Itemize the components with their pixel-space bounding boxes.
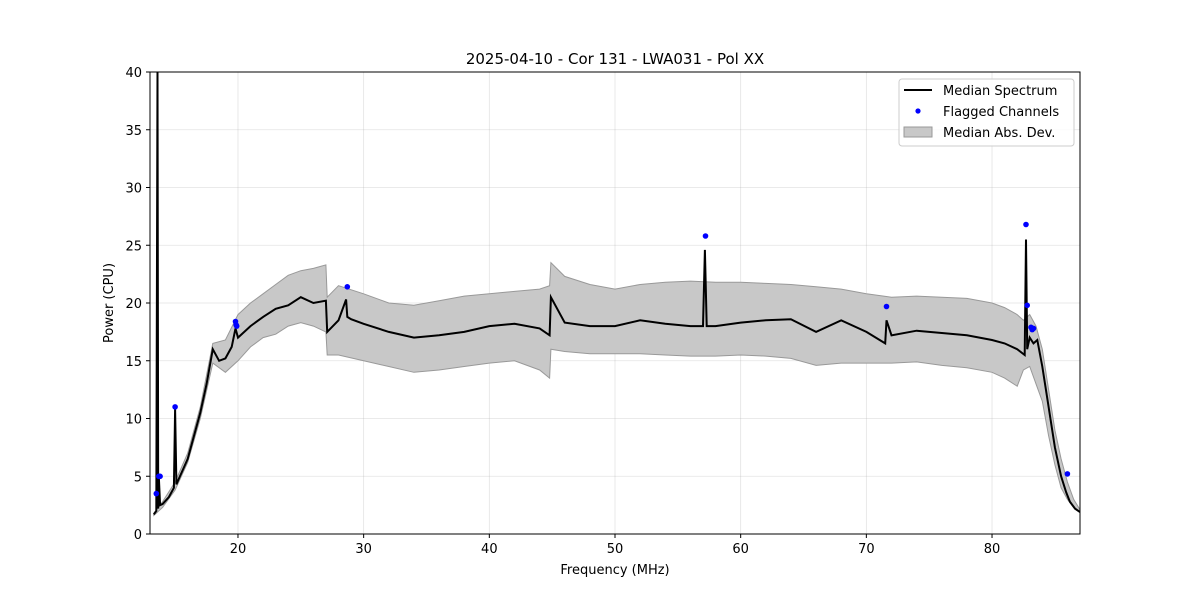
x-tick-label: 30 (355, 542, 372, 557)
y-tick-label: 30 (125, 182, 142, 197)
y-tick-label: 5 (134, 470, 142, 485)
legend-swatch-flagged (915, 108, 921, 114)
y-tick-label: 20 (125, 297, 142, 312)
legend: Median Spectrum Flagged Channels Median … (898, 78, 1075, 147)
flagged-channel-point (883, 303, 890, 310)
legend-label-mad: Median Abs. Dev. (943, 126, 1055, 141)
flagged-channel-point (233, 323, 240, 329)
y-tick-label: 15 (125, 355, 142, 370)
flagged-channel-point (153, 490, 160, 497)
legend-frame (898, 78, 1075, 147)
legend-swatch-mad (903, 126, 933, 138)
x-tick-label: 60 (732, 542, 749, 557)
x-tick-label: 80 (984, 542, 1001, 557)
x-axis: 20 30 40 50 60 70 80 (230, 534, 1001, 557)
y-tick-label: 0 (134, 528, 142, 543)
legend-label-median: Median Spectrum (943, 84, 1057, 99)
y-axis-label: Power (CPU) (102, 263, 117, 343)
flagged-channel-point (1023, 221, 1029, 228)
chart-title: 2025-04-10 - Cor 131 - LWA031 - Pol XX (466, 50, 764, 68)
median-abs-dev-band (153, 261, 1080, 517)
x-tick-label: 50 (607, 542, 624, 557)
flagged-channel-point (344, 284, 351, 290)
flagged-channel-point (172, 404, 178, 410)
legend-label-flagged: Flagged Channels (943, 105, 1059, 120)
y-tick-label: 10 (125, 413, 142, 428)
flagged-channel-point (1030, 325, 1037, 332)
flagged-channel-point (702, 233, 709, 239)
y-axis: 0 5 10 15 20 25 30 35 40 (125, 66, 150, 543)
plot-area (152, 72, 1080, 517)
flagged-channel-point (1024, 302, 1030, 309)
y-tick-label: 25 (125, 239, 142, 254)
median-spectrum-line (152, 72, 1080, 515)
flagged-channel-point (157, 473, 163, 480)
y-tick-label: 40 (125, 66, 142, 81)
x-axis-label: Frequency (MHz) (560, 563, 669, 578)
y-tick-label: 35 (125, 124, 142, 139)
flagged-channel-point (1064, 471, 1071, 477)
x-tick-label: 70 (858, 542, 875, 557)
x-tick-label: 20 (230, 542, 247, 557)
x-tick-label: 40 (481, 542, 498, 557)
